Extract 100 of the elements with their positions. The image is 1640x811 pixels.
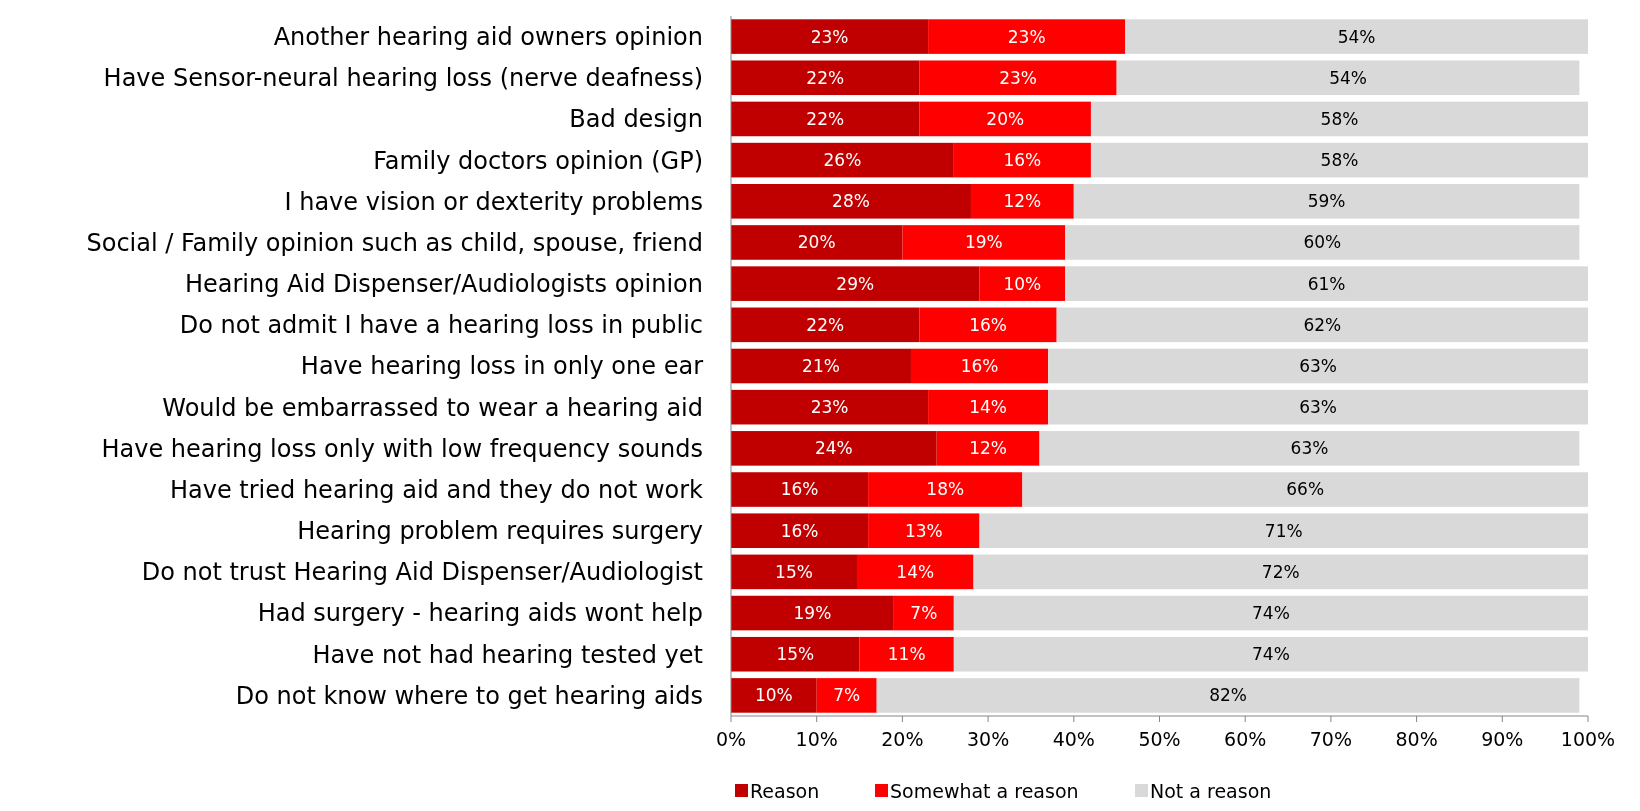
y-tick-label: Hearing problem requires surgery xyxy=(297,517,703,546)
bar xyxy=(859,636,954,672)
y-tick-label: Had surgery - hearing aids wont help xyxy=(257,599,703,628)
y-tick-label: Have Sensor-neural hearing loss (nerve deafness) xyxy=(103,64,703,93)
data-label: 14% xyxy=(969,397,1007,418)
x-tick-label: 10% xyxy=(795,728,838,750)
data-label: 26% xyxy=(823,150,862,171)
bar xyxy=(902,225,1066,260)
data-label: 72% xyxy=(1261,561,1300,582)
y-tick-label: Do not admit I have a hearing loss in public xyxy=(179,311,703,340)
legend-label: Somewhat a reason xyxy=(890,779,1079,802)
bar xyxy=(816,678,877,713)
data-label: 15% xyxy=(775,561,813,582)
bar xyxy=(973,554,1588,590)
bar xyxy=(893,595,954,631)
x-tick-label: 0% xyxy=(715,728,747,750)
y-tick-label: Bad design xyxy=(569,105,703,134)
y-tick-label: Have not had hearing tested yet xyxy=(312,640,703,669)
bar xyxy=(910,348,1049,384)
bar xyxy=(970,184,1074,219)
bar xyxy=(731,513,869,548)
data-label: 74% xyxy=(1252,603,1290,624)
bar xyxy=(953,595,1588,631)
y-tick-label: Social / Family opinion such as child, spouse, friend xyxy=(86,228,703,257)
y-tick-label: Do not know where to get hearing aids xyxy=(235,681,703,710)
x-tick-label: 70% xyxy=(1309,728,1353,750)
bar xyxy=(1116,60,1580,96)
data-label: 10% xyxy=(1003,273,1042,294)
bar xyxy=(936,431,1040,466)
bar xyxy=(979,266,1066,301)
bar xyxy=(731,595,894,631)
data-label: 29% xyxy=(836,273,875,294)
x-tick-label: 60% xyxy=(1224,728,1267,750)
data-label: 21% xyxy=(802,355,840,376)
bar xyxy=(731,101,920,137)
data-label: 22% xyxy=(806,108,845,129)
data-label: 23% xyxy=(1007,26,1046,47)
data-label: 7% xyxy=(833,685,861,706)
data-label: 24% xyxy=(814,438,853,459)
data-label: 22% xyxy=(806,67,845,88)
bar xyxy=(731,184,971,219)
y-tick-label: Have hearing loss in only one ear xyxy=(300,352,704,381)
data-label: 82% xyxy=(1209,685,1247,706)
bar xyxy=(731,554,857,590)
data-label: 63% xyxy=(1299,397,1337,418)
bar xyxy=(868,472,1023,507)
bar xyxy=(928,19,1126,54)
x-tick-label: 30% xyxy=(966,728,1010,750)
bar xyxy=(1056,307,1588,343)
data-label: 16% xyxy=(780,479,819,500)
data-label: 22% xyxy=(806,314,845,335)
bar xyxy=(919,60,1117,96)
bar xyxy=(1065,225,1580,260)
bar xyxy=(1125,19,1588,54)
data-label: 63% xyxy=(1299,355,1337,376)
y-tick-label: Have tried hearing aid and they do not work xyxy=(169,475,704,504)
bar xyxy=(1039,431,1580,466)
data-label: 10% xyxy=(754,685,793,706)
data-label: 16% xyxy=(780,520,819,541)
bar xyxy=(731,225,903,260)
y-tick-label: Would be embarrassed to wear a hearing aid xyxy=(162,393,703,422)
data-label: 15% xyxy=(776,644,815,665)
data-label: 13% xyxy=(904,520,943,541)
x-tick-label: 50% xyxy=(1138,728,1181,750)
data-label: 16% xyxy=(1003,150,1042,171)
bar xyxy=(1090,142,1588,178)
legend-label: Not a reason xyxy=(1150,779,1272,802)
bar xyxy=(919,101,1091,137)
x-tick-label: 20% xyxy=(881,728,924,750)
bar xyxy=(731,266,980,301)
data-label: 71% xyxy=(1264,520,1303,541)
x-tick-label: 90% xyxy=(1481,728,1524,750)
bar xyxy=(979,513,1588,548)
data-label: 16% xyxy=(960,355,999,376)
data-label: 14% xyxy=(896,561,935,582)
y-tick-label: Another hearing aid owners opinion xyxy=(273,22,703,51)
data-label: 58% xyxy=(1320,108,1359,129)
data-label: 28% xyxy=(832,191,870,212)
x-tick-label: 100% xyxy=(1560,728,1616,750)
data-label: 11% xyxy=(887,644,926,665)
data-label: 20% xyxy=(797,232,836,253)
bar xyxy=(731,348,911,384)
data-label: 20% xyxy=(986,108,1025,129)
bar xyxy=(919,307,1057,343)
bar xyxy=(731,389,929,425)
data-label: 58% xyxy=(1320,150,1359,171)
y-tick-label: Have hearing loss only with low frequency sounds xyxy=(101,434,703,463)
y-tick-label: Do not trust Hearing Aid Dispenser/Audiologist xyxy=(141,558,703,587)
data-label: 19% xyxy=(793,603,832,624)
data-label: 23% xyxy=(810,397,849,418)
bar xyxy=(1022,472,1588,507)
data-label: 74% xyxy=(1252,644,1290,665)
x-tick-label: 80% xyxy=(1395,728,1438,750)
data-label: 59% xyxy=(1307,191,1346,212)
data-label: 23% xyxy=(810,26,849,47)
data-label: 12% xyxy=(969,438,1007,459)
bar xyxy=(731,142,954,178)
bar xyxy=(876,678,1580,713)
bar xyxy=(1090,101,1588,137)
bar xyxy=(953,636,1588,672)
